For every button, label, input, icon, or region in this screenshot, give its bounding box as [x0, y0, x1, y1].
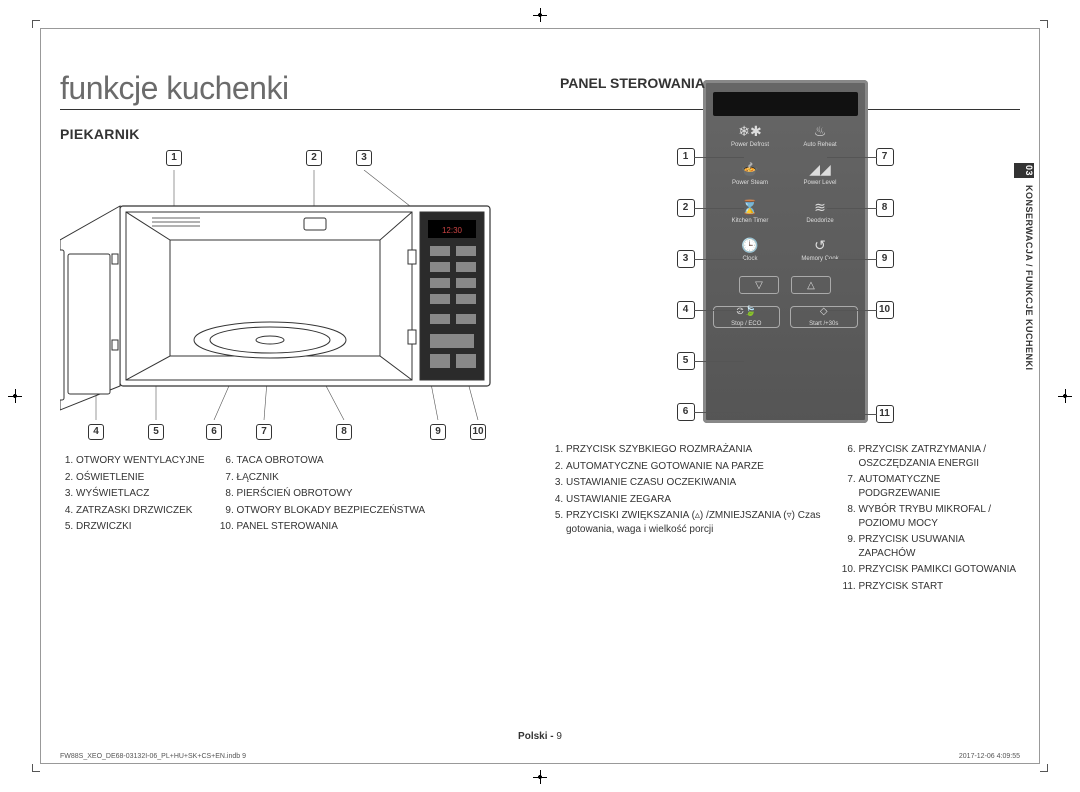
corner-tick — [1040, 20, 1048, 28]
panel-callout-8: 8 — [876, 199, 894, 217]
legend-item: AUTOMATYCZNE GOTOWANIE NA PARZE — [566, 460, 826, 474]
oven-callout-5: 5 — [148, 424, 164, 440]
oven-callout-9: 9 — [430, 424, 446, 440]
panel-callout-2: 2 — [677, 199, 695, 217]
legend-item: PRZYCISK START — [858, 580, 1020, 594]
legend-item: DRZWICZKI — [76, 520, 205, 534]
oven-illustration: 12:30 — [60, 170, 500, 420]
corner-tick — [32, 20, 40, 28]
deodorize-icon: ≋ — [814, 200, 826, 216]
btn-down: ▽ — [739, 276, 779, 294]
legend-item: OŚWIETLENIE — [76, 471, 205, 485]
panel-callout-4: 4 — [677, 301, 695, 319]
panel-right-callouts: 7 8 9 10 11 — [876, 80, 894, 423]
steam-icon: 🍲 — [741, 162, 758, 178]
legend-item: PRZYCISKI ZWIĘKSZANIA (▵) /ZMNIEJSZANIA … — [566, 509, 826, 536]
oven-legend: OTWORY WENTYLACYJNE OŚWIETLENIE WYŚWIETL… — [60, 454, 530, 537]
legend-item: USTAWIANIE CZASU OCZEKIWANIA — [566, 476, 826, 490]
print-footer: FW88S_XEO_DE68-03132I-06_PL+HU+SK+CS+EN.… — [60, 753, 1020, 760]
legend-item: WYBÓR TRYBU MIKROFAL / POZIOMU MOCY — [858, 503, 1020, 530]
legend-item: PRZYCISK SZYBKIEGO ROZMRAŻANIA — [566, 443, 826, 457]
oven-legend-right: TACA OBROTOWA ŁĄCZNIK PIERŚCIEŃ OBROTOWY… — [221, 454, 426, 537]
timer-icon: ⌛ — [741, 200, 758, 216]
oven-callout-10: 10 — [470, 424, 486, 440]
legend-item: ZATRZASKI DRZWICZEK — [76, 504, 205, 518]
legend-item: WYŚWIETLACZ — [76, 487, 205, 501]
svg-text:12:30: 12:30 — [442, 226, 463, 235]
panel-section: 1 2 3 4 5 6 ❄✱Power Defrost ♨Auto Reheat… — [550, 126, 1020, 596]
oven-callout-8: 8 — [336, 424, 352, 440]
legend-item: TACA OBROTOWA — [237, 454, 426, 468]
corner-tick — [1040, 764, 1048, 772]
oven-callout-6: 6 — [206, 424, 222, 440]
legend-item: OTWORY BLOKADY BEZPIECZEŃSTWA — [237, 504, 426, 518]
panel-left-callouts: 1 2 3 4 5 6 — [677, 80, 695, 423]
btn-up: △ — [791, 276, 831, 294]
chapter-number: 03 — [1014, 163, 1034, 178]
print-file: FW88S_XEO_DE68-03132I-06_PL+HU+SK+CS+EN.… — [60, 753, 246, 760]
oven-heading: PIEKARNIK — [60, 126, 530, 142]
powerlevel-icon: ◢◢ — [809, 162, 831, 178]
panel-heading: PANEL STEROWANIA — [560, 75, 705, 91]
corner-tick — [32, 764, 40, 772]
legend-item: PRZYCISK ZATRZYMANIA / OSZCZĘDZANIA ENER… — [858, 443, 1020, 470]
clock-icon: 🕒 — [741, 238, 758, 254]
panel-legend: PRZYCISK SZYBKIEGO ROZMRAŻANIA AUTOMATYC… — [550, 443, 1020, 596]
footer-page-number: 9 — [556, 731, 562, 742]
defrost-icon: ❄✱ — [738, 124, 761, 140]
reheat-icon: ♨ — [814, 124, 827, 140]
oven-section: PIEKARNIK 1 2 3 4 5 6 7 8 9 10 — [60, 126, 530, 596]
oven-callout-7: 7 — [256, 424, 272, 440]
page-footer: Polski - 9 — [518, 731, 562, 742]
legend-item: AUTOMATYCZNE PODGRZEWANIE — [858, 473, 1020, 500]
chapter-label: KONSERWACJA / FUNKCJE KUCHENKI — [1024, 185, 1034, 371]
btn-kitchen-timer: ⌛Kitchen Timer — [720, 200, 780, 224]
btn-auto-reheat: ♨Auto Reheat — [790, 124, 850, 148]
panel-diagram: 1 2 3 4 5 6 ❄✱Power Defrost ♨Auto Reheat… — [550, 80, 1020, 423]
panel-callout-1: 1 — [677, 148, 695, 166]
panel-callout-11: 11 — [876, 405, 894, 423]
panel-legend-right: PRZYCISK ZATRZYMANIA / OSZCZĘDZANIA ENER… — [842, 443, 1020, 596]
panel-callout-9: 9 — [876, 250, 894, 268]
legend-item: PANEL STEROWANIA — [237, 520, 426, 534]
panel-legend-left: PRZYCISK SZYBKIEGO ROZMRAŻANIA AUTOMATYC… — [550, 443, 826, 596]
legend-item: OTWORY WENTYLACYJNE — [76, 454, 205, 468]
legend-item: PRZYCISK PAMIKCI GOTOWANIA — [858, 563, 1020, 577]
panel-callout-3: 3 — [677, 250, 695, 268]
btn-power-steam: 🍲Power Steam — [720, 162, 780, 186]
legend-item: PIERŚCIEŃ OBROTOWY — [237, 487, 426, 501]
stop-icon: ⊘🍃 — [736, 307, 757, 320]
chapter-tab: 03 KONSERWACJA / FUNKCJE KUCHENKI — [1020, 150, 1034, 380]
oven-callout-1: 1 — [166, 150, 182, 166]
btn-power-defrost: ❄✱Power Defrost — [720, 124, 780, 148]
panel-callout-7: 7 — [876, 148, 894, 166]
memory-icon: ↺ — [814, 238, 826, 254]
legend-item: USTAWIANIE ZEGARA — [566, 493, 826, 507]
print-timestamp: 2017-12-06 4:09:55 — [959, 753, 1020, 760]
oven-legend-left: OTWORY WENTYLACYJNE OŚWIETLENIE WYŚWIETL… — [60, 454, 205, 537]
footer-lang: Polski — [518, 731, 547, 742]
panel-callout-10: 10 — [876, 301, 894, 319]
oven-callout-2: 2 — [306, 150, 322, 166]
start-icon: ◇ — [820, 307, 828, 320]
oven-callout-3: 3 — [356, 150, 372, 166]
oven-diagram: 1 2 3 4 5 6 7 8 9 10 — [60, 150, 530, 440]
btn-deodorize: ≋Deodorize — [790, 200, 850, 224]
panel-callout-5: 5 — [677, 352, 695, 370]
btn-power-level: ◢◢Power Level — [790, 162, 850, 186]
panel-display — [713, 92, 858, 116]
oven-callout-4: 4 — [88, 424, 104, 440]
legend-item: PRZYCISK USUWANIA ZAPACHÓW — [858, 533, 1020, 560]
legend-item: ŁĄCZNIK — [237, 471, 426, 485]
control-panel-graphic: ❄✱Power Defrost ♨Auto Reheat 🍲Power Stea… — [703, 80, 868, 423]
panel-callout-6: 6 — [677, 403, 695, 421]
